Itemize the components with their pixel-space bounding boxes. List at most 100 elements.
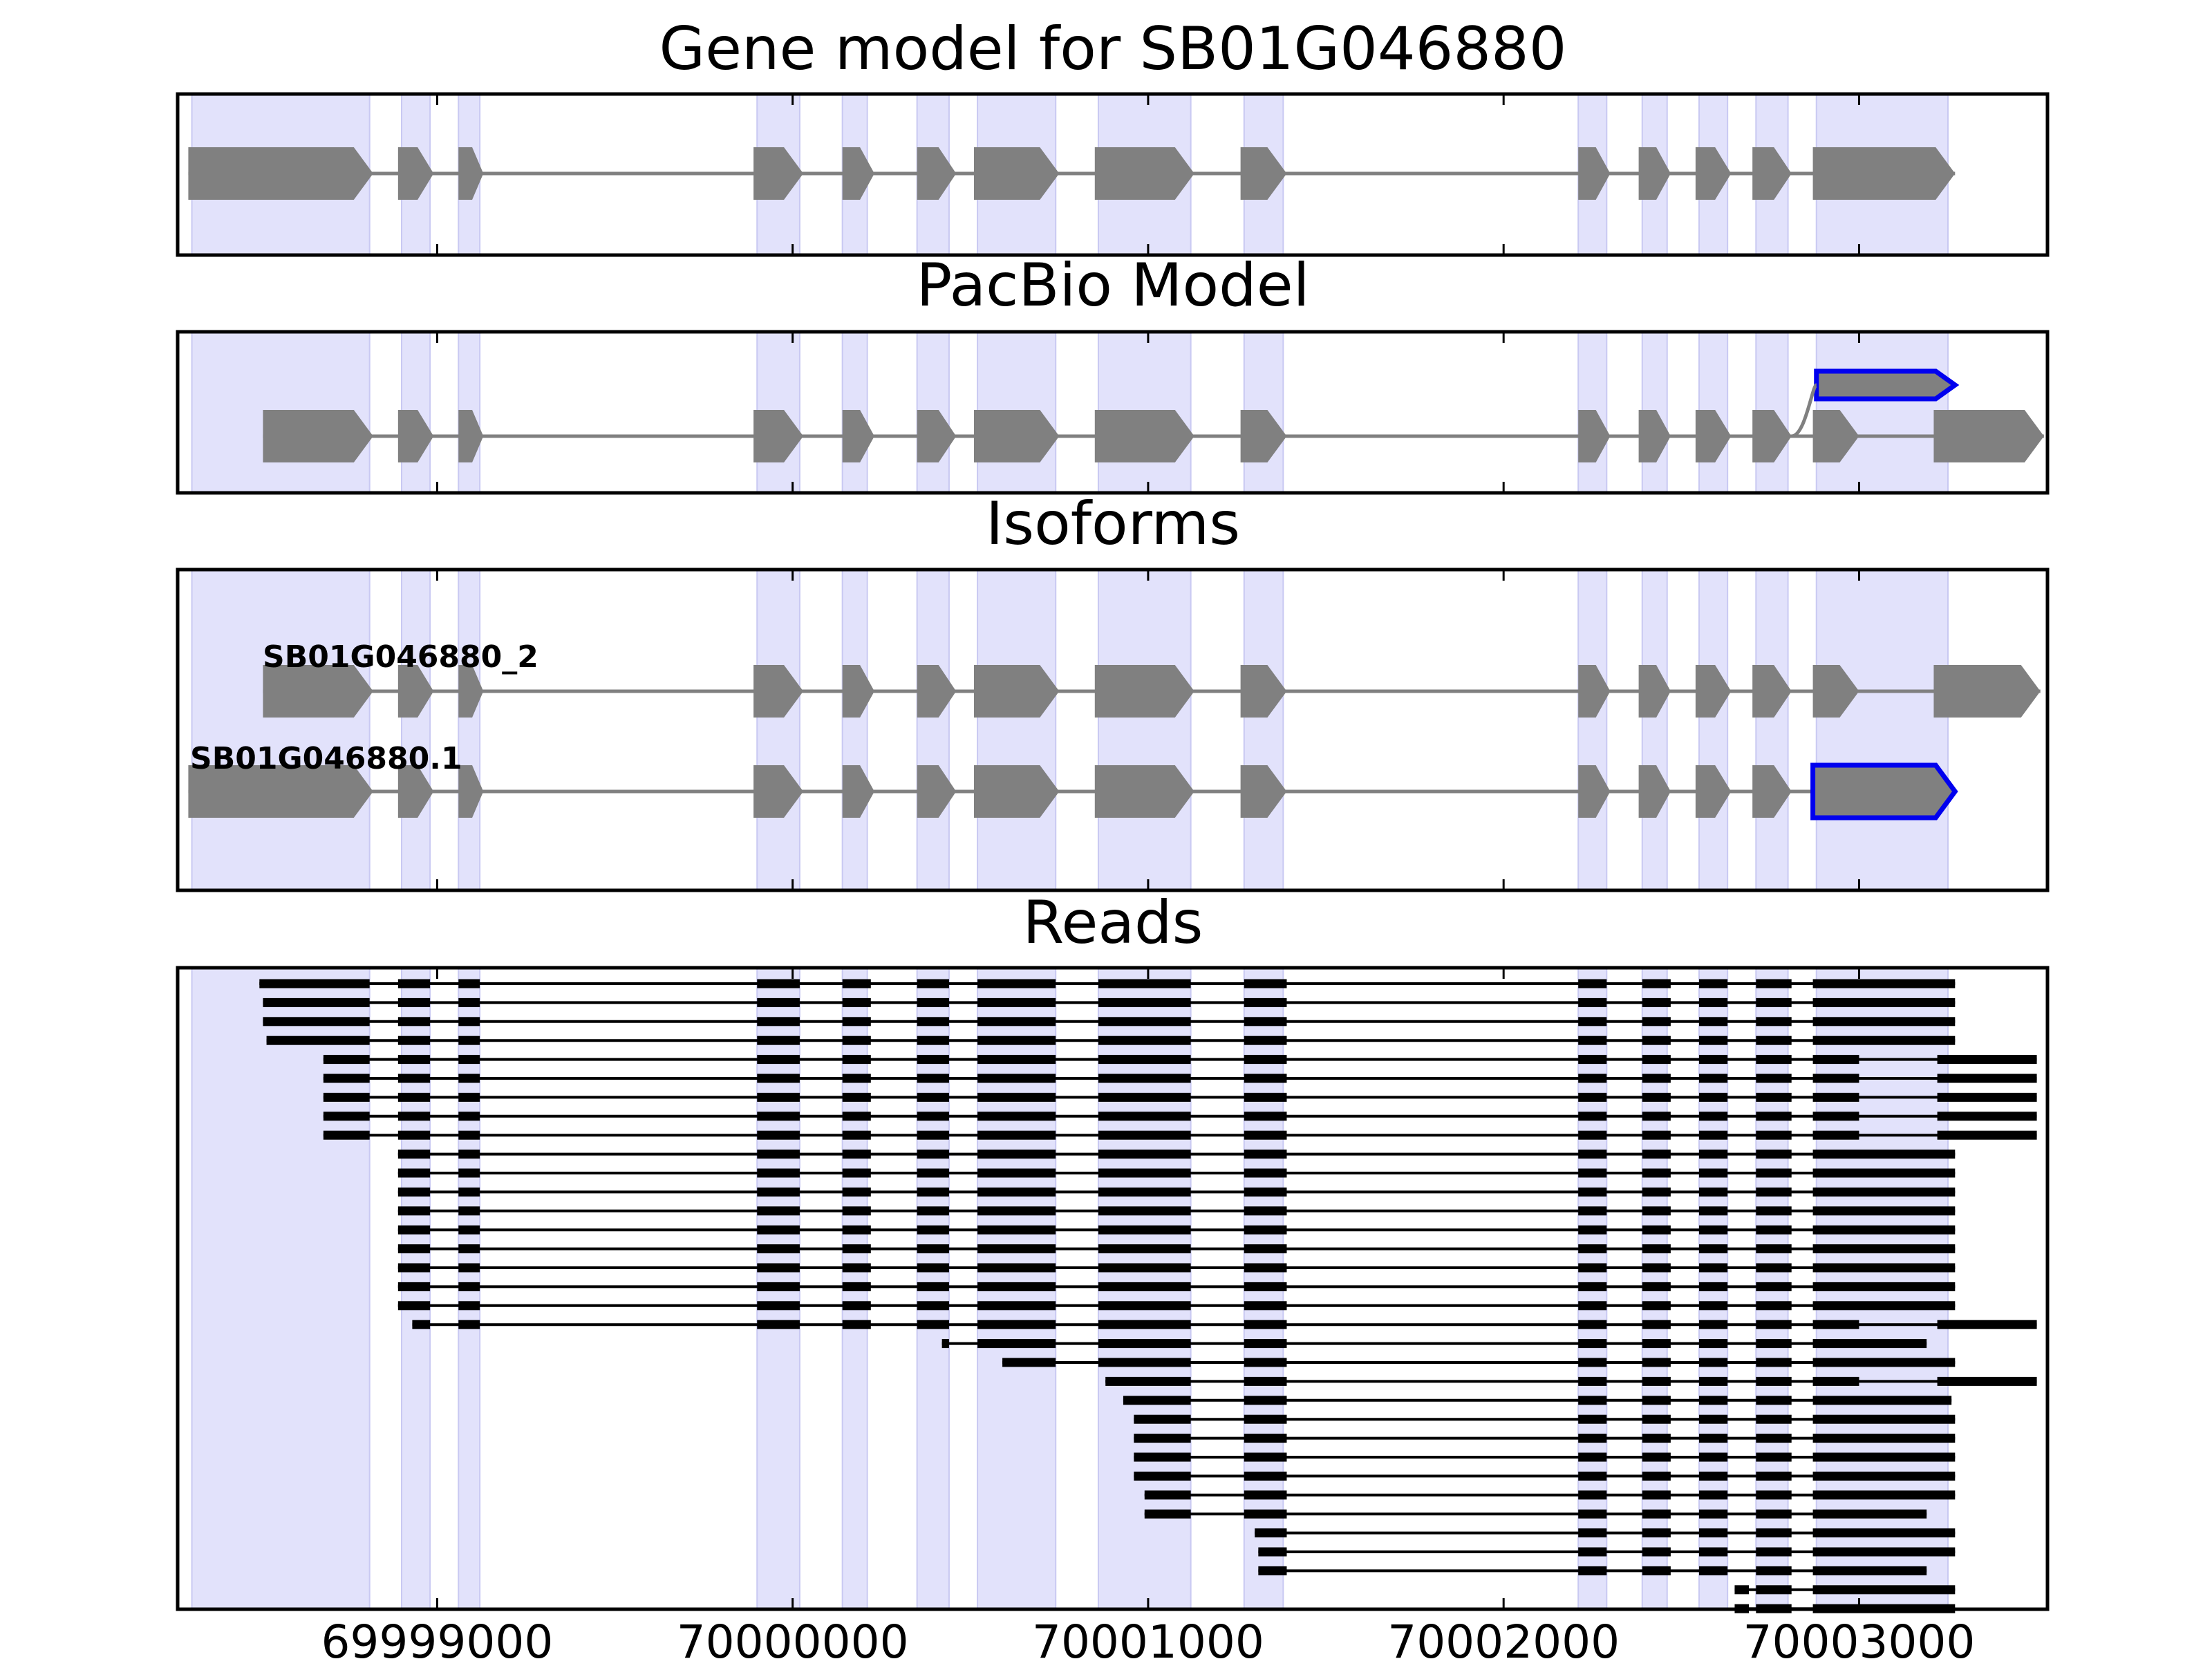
exon	[1094, 765, 1194, 818]
read-block	[1642, 1434, 1671, 1443]
read-block	[1244, 1168, 1287, 1178]
read-block	[1812, 1396, 1952, 1405]
read-block	[1699, 1509, 1728, 1519]
exon	[1578, 147, 1611, 200]
panel-reads-frame	[176, 966, 2050, 1611]
read-block	[1812, 1282, 1956, 1291]
read-block	[1642, 1358, 1671, 1367]
exon	[397, 665, 434, 718]
read-block	[1812, 979, 1956, 988]
read-block	[1244, 1282, 1287, 1291]
read-block	[977, 1339, 1056, 1349]
panel-isoforms-shading	[191, 569, 1949, 891]
read-block	[323, 1112, 370, 1121]
exon	[1578, 410, 1611, 462]
exon	[917, 765, 957, 818]
read-block	[458, 1206, 480, 1216]
panel-pacbio-model-shading	[191, 331, 1949, 494]
panel-pacbio-model-tracks	[263, 368, 2044, 462]
read-block	[977, 1282, 1056, 1291]
exon	[917, 410, 957, 462]
read-block	[397, 1130, 431, 1140]
exon	[263, 410, 373, 462]
read-block	[1812, 1414, 1956, 1424]
read-block	[259, 979, 370, 988]
read-block	[1642, 1130, 1671, 1140]
read-block	[1578, 1301, 1607, 1311]
read-block	[757, 1244, 800, 1254]
shaded-exon-region	[1815, 569, 1949, 891]
read-block	[842, 1263, 871, 1273]
read-block	[842, 997, 871, 1007]
panel-title-gene-model: Gene model for SB01G046880	[659, 15, 1567, 84]
exon	[973, 765, 1060, 818]
read-block	[1756, 1339, 1792, 1349]
read-block	[1756, 1452, 1792, 1462]
panel-title-reads: Reads	[1023, 888, 1203, 957]
exon	[1752, 665, 1792, 718]
exon	[1578, 765, 1611, 818]
read-block	[1812, 1490, 1956, 1500]
read-block	[1756, 1150, 1792, 1159]
read-block	[842, 1206, 871, 1216]
exon	[188, 765, 373, 818]
read-block	[917, 1055, 949, 1065]
read-block	[1937, 1112, 2037, 1121]
shaded-exon-region	[756, 569, 800, 891]
read-block	[977, 1055, 1056, 1065]
read-block	[842, 1074, 871, 1083]
read-block	[1699, 1168, 1728, 1178]
read-block	[1578, 1358, 1607, 1367]
exon	[1695, 765, 1732, 818]
read-block	[917, 979, 949, 988]
read-block	[458, 1017, 480, 1027]
read-block	[1812, 1168, 1956, 1178]
x-tick-label: 70000000	[677, 1615, 909, 1659]
read-block	[1812, 1452, 1956, 1462]
read-block	[1134, 1452, 1191, 1462]
read-block	[1244, 1263, 1287, 1273]
read-block	[977, 979, 1056, 988]
read-block	[1642, 1547, 1671, 1557]
exon	[1752, 410, 1792, 462]
read-block	[1699, 1434, 1728, 1443]
read-block	[1812, 1509, 1927, 1519]
read-block	[1578, 1244, 1607, 1254]
read-block	[397, 1035, 431, 1045]
read-block	[1812, 1301, 1956, 1311]
read-block	[1699, 1320, 1728, 1329]
exon	[458, 665, 484, 718]
read-block	[941, 1339, 949, 1349]
read-block	[1258, 1566, 1287, 1575]
read-block	[1134, 1434, 1191, 1443]
read-block	[458, 979, 480, 988]
read-block	[1244, 1130, 1287, 1140]
read-block	[1642, 1566, 1671, 1575]
read-block	[1699, 1055, 1728, 1065]
read-block	[1098, 1112, 1191, 1121]
read-block	[1812, 1547, 1956, 1557]
panel-title-isoforms: Isoforms	[986, 489, 1240, 559]
read-block	[757, 1168, 800, 1178]
shaded-exon-region	[400, 569, 431, 891]
exon	[397, 147, 434, 200]
read-block	[1699, 1414, 1728, 1424]
read-block	[1812, 1376, 1859, 1386]
read-block	[1756, 1225, 1792, 1235]
read-block	[842, 1055, 871, 1065]
read-block	[458, 1074, 480, 1083]
panel-gene-model	[188, 93, 1956, 256]
read-block	[757, 1320, 800, 1329]
read-block	[458, 1263, 480, 1273]
read-block	[1098, 1074, 1191, 1083]
exon	[1094, 147, 1194, 200]
read-block	[458, 1130, 480, 1140]
read-block	[1578, 1112, 1607, 1121]
read-block	[1812, 1074, 1859, 1083]
shaded-exon-region	[916, 569, 950, 891]
read-block	[1812, 1130, 1859, 1140]
read-block	[1699, 1150, 1728, 1159]
read-block	[1244, 1055, 1287, 1065]
shaded-exon-region	[191, 569, 371, 891]
read-block	[1699, 1130, 1728, 1140]
